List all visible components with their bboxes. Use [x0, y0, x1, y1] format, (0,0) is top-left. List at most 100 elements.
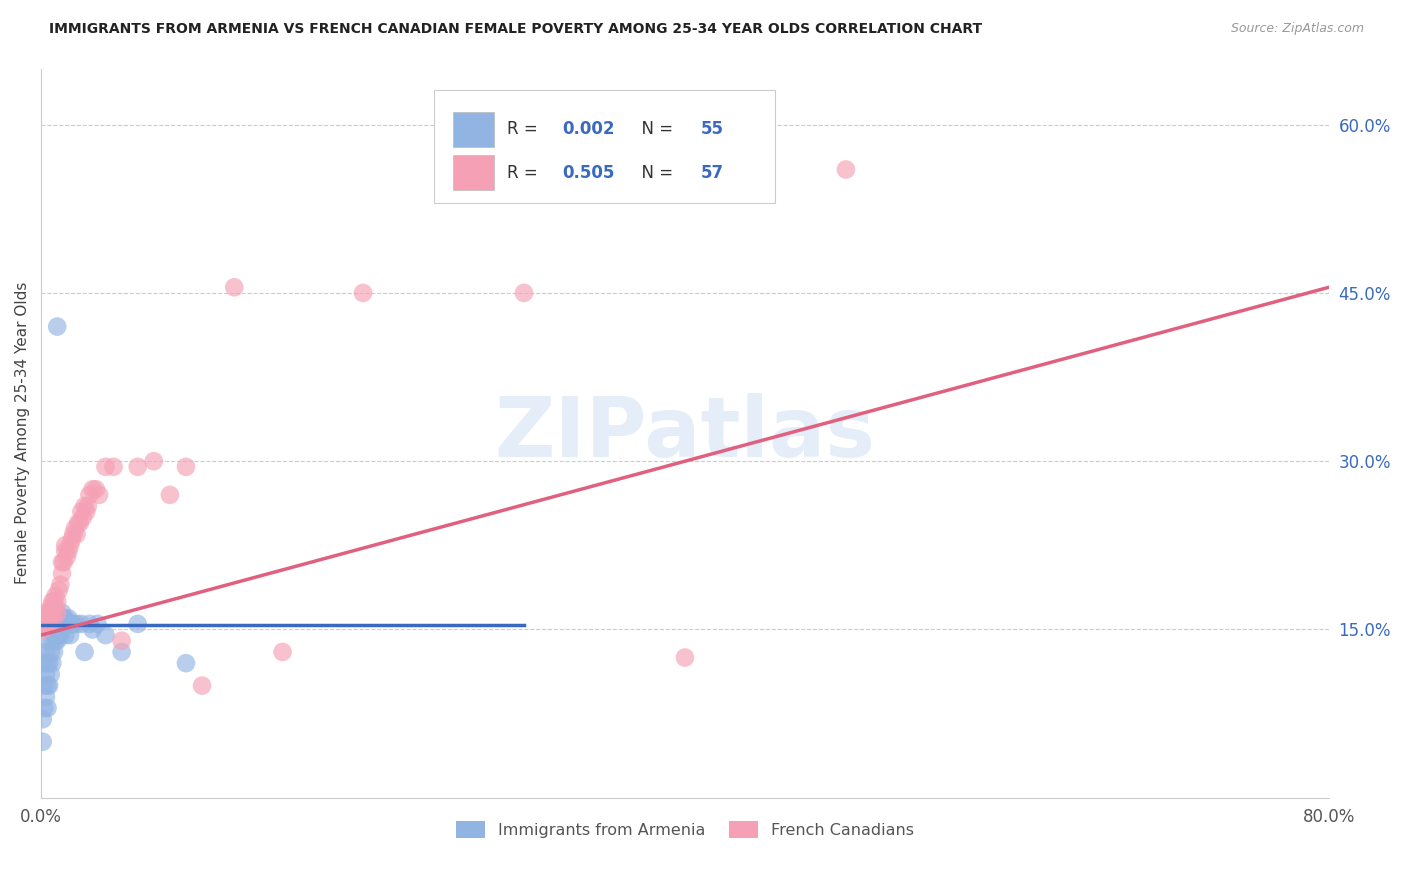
Point	[673, 650, 696, 665]
Point	[38, 656, 60, 670]
Point	[67, 516, 90, 530]
Point	[70, 505, 93, 519]
Point	[37, 611, 59, 625]
Point	[41, 606, 63, 620]
Point	[62, 616, 84, 631]
Text: N =: N =	[631, 120, 678, 138]
Point	[73, 499, 96, 513]
Point	[49, 628, 72, 642]
Point	[41, 633, 63, 648]
Point	[35, 667, 58, 681]
Point	[86, 616, 108, 631]
Point	[224, 280, 246, 294]
Point	[46, 594, 69, 608]
Point	[41, 656, 63, 670]
Point	[75, 505, 97, 519]
Point	[34, 701, 56, 715]
Point	[191, 679, 214, 693]
Point	[38, 606, 60, 620]
Point	[37, 656, 59, 670]
Point	[56, 549, 79, 564]
Point	[39, 623, 62, 637]
Point	[51, 555, 73, 569]
FancyBboxPatch shape	[453, 155, 495, 190]
Point	[69, 516, 91, 530]
Point	[58, 611, 80, 625]
Point	[52, 555, 75, 569]
Point	[62, 527, 84, 541]
Point	[271, 645, 294, 659]
Point	[79, 616, 101, 631]
Point	[37, 679, 59, 693]
Point	[46, 616, 69, 631]
Point	[46, 606, 69, 620]
Point	[48, 611, 70, 625]
Point	[37, 701, 59, 715]
Text: IMMIGRANTS FROM ARMENIA VS FRENCH CANADIAN FEMALE POVERTY AMONG 25-34 YEAR OLDS : IMMIGRANTS FROM ARMENIA VS FRENCH CANADI…	[49, 22, 983, 37]
Point	[53, 544, 76, 558]
Point	[103, 459, 125, 474]
Point	[51, 566, 73, 581]
Point	[37, 633, 59, 648]
Y-axis label: Female Poverty Among 25-34 Year Olds: Female Poverty Among 25-34 Year Olds	[15, 282, 30, 584]
Text: 55: 55	[700, 120, 724, 138]
Point	[110, 633, 132, 648]
FancyBboxPatch shape	[434, 90, 775, 203]
Point	[352, 285, 374, 300]
Point	[82, 623, 104, 637]
Point	[42, 623, 65, 637]
Point	[70, 616, 93, 631]
Point	[48, 583, 70, 598]
Text: ZIPatlas: ZIPatlas	[495, 392, 876, 474]
Point	[34, 679, 56, 693]
Point	[45, 616, 67, 631]
Point	[38, 623, 60, 637]
Point	[46, 606, 69, 620]
Point	[87, 488, 110, 502]
Point	[45, 600, 67, 615]
Point	[31, 734, 53, 748]
Point	[59, 538, 82, 552]
Point	[39, 645, 62, 659]
Point	[31, 712, 53, 726]
Point	[42, 611, 65, 625]
Text: 0.002: 0.002	[562, 120, 614, 138]
Point	[45, 633, 67, 648]
Point	[65, 527, 87, 541]
Point	[31, 623, 53, 637]
Point	[82, 482, 104, 496]
Point	[58, 544, 80, 558]
Point	[174, 459, 197, 474]
Point	[60, 533, 83, 547]
Point	[76, 499, 98, 513]
Point	[49, 577, 72, 591]
Point	[56, 616, 79, 631]
Legend: Immigrants from Armenia, French Canadians: Immigrants from Armenia, French Canadian…	[450, 814, 920, 845]
Point	[53, 628, 76, 642]
Point	[38, 616, 60, 631]
Point	[142, 454, 165, 468]
Point	[38, 679, 60, 693]
Point	[49, 611, 72, 625]
Point	[46, 319, 69, 334]
Point	[84, 482, 107, 496]
Point	[52, 611, 75, 625]
Point	[46, 633, 69, 648]
Point	[35, 645, 58, 659]
Text: R =: R =	[508, 120, 543, 138]
Point	[35, 616, 58, 631]
Point	[39, 667, 62, 681]
Point	[34, 616, 56, 631]
Text: R =: R =	[508, 164, 543, 182]
Point	[110, 645, 132, 659]
Point	[48, 623, 70, 637]
Point	[39, 611, 62, 625]
Point	[37, 616, 59, 631]
Point	[39, 600, 62, 615]
Point	[127, 459, 149, 474]
Point	[35, 606, 58, 620]
Point	[35, 690, 58, 704]
Point	[174, 656, 197, 670]
Text: Source: ZipAtlas.com: Source: ZipAtlas.com	[1230, 22, 1364, 36]
Text: 57: 57	[700, 164, 724, 182]
